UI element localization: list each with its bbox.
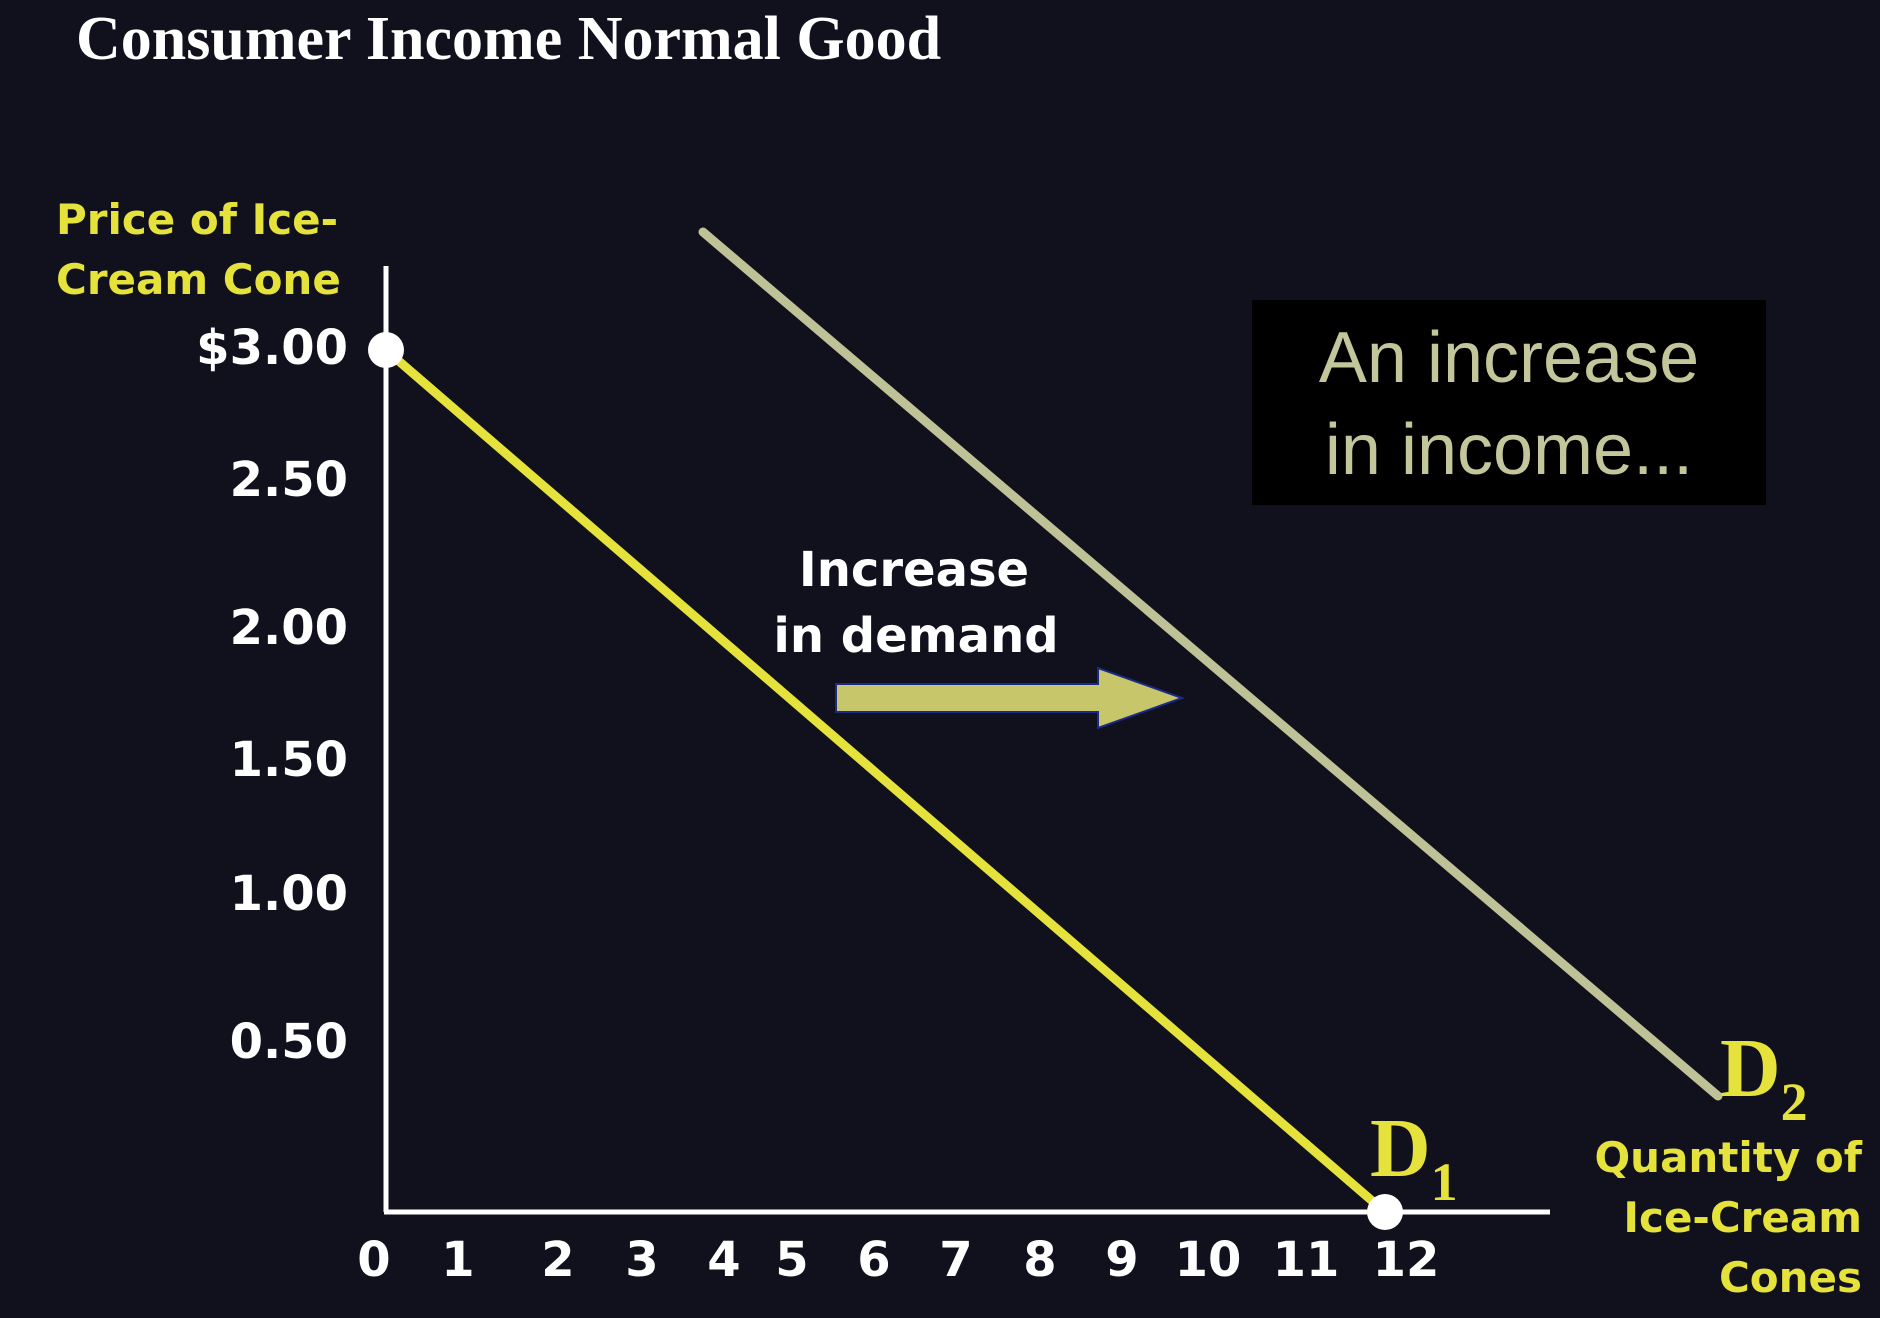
x-tick-label: 1	[441, 1232, 474, 1288]
d1-intercept-point-quantity	[1367, 1194, 1403, 1230]
y-tick-label: 2.50	[230, 452, 348, 508]
curve-label-d2: D2	[1720, 1022, 1808, 1132]
demand-curve-d2	[698, 227, 1723, 1101]
callout-line-2: in income...	[1324, 410, 1694, 490]
y-tick-label: $3.00	[196, 320, 348, 376]
x-tick-label: 12	[1373, 1232, 1440, 1288]
x-tick-label: 2	[541, 1232, 574, 1288]
y-tick-labels: $3.00 2.50 2.00 1.50 1.00 0.50	[196, 320, 348, 1070]
shift-arrow	[835, 666, 1185, 730]
y-tick-label: 2.00	[230, 600, 348, 656]
callout-line-1: An increase	[1318, 318, 1700, 398]
curve-label-d1: D1	[1370, 1102, 1458, 1212]
y-axis-label-line-1: Price of Ice-	[56, 195, 339, 244]
curve-label-d1-subscript: 1	[1431, 1152, 1458, 1212]
axes	[383, 266, 1550, 1215]
y-tick-label: 0.50	[230, 1014, 348, 1070]
x-tick-label: 6	[857, 1232, 890, 1288]
annotation-line-2: in demand	[773, 608, 1058, 664]
curve-label-d2-subscript: 2	[1781, 1072, 1808, 1132]
x-tick-label: 9	[1105, 1232, 1138, 1288]
x-axis-label-line-3: Cones	[1718, 1253, 1862, 1302]
x-tick-label: 5	[775, 1232, 808, 1288]
curve-label-d1-letter: D	[1370, 1102, 1431, 1195]
x-tick-label: 0	[357, 1232, 390, 1288]
right-arrow-icon	[835, 666, 1185, 730]
increase-in-demand-annotation: Increase in demand	[773, 542, 1058, 664]
x-axis-label-line-2: Ice-Cream	[1623, 1193, 1862, 1242]
chart-title: Consumer Income Normal Good	[76, 5, 942, 73]
x-axis-label-line-1: Quantity of	[1594, 1133, 1862, 1182]
x-tick-label: 8	[1023, 1232, 1056, 1288]
y-axis-label-line-2: Cream Cone	[56, 255, 341, 304]
demand-curve-d1	[381, 345, 1390, 1217]
x-tick-label: 11	[1273, 1232, 1340, 1288]
income-callout-box: An increase in income...	[1252, 300, 1766, 505]
d1-intercept-point-price	[368, 332, 404, 368]
y-axis-label: Price of Ice- Cream Cone	[56, 190, 341, 310]
curve-label-d2-letter: D	[1720, 1022, 1781, 1115]
annotation-line-1: Increase	[799, 542, 1029, 598]
y-tick-label: 1.50	[230, 732, 348, 788]
x-tick-label: 7	[939, 1232, 972, 1288]
x-tick-label: 4	[707, 1232, 740, 1288]
x-tick-label: 3	[625, 1232, 658, 1288]
x-tick-label: 10	[1175, 1232, 1242, 1288]
x-tick-labels: 0 1 2 3 4 5 6 7 8 9 10 11 12	[357, 1232, 1439, 1288]
demand-curves	[368, 227, 1723, 1230]
y-tick-label: 1.00	[230, 866, 348, 922]
x-axis-label: Quantity of Ice-Cream Cones	[1594, 1128, 1862, 1308]
